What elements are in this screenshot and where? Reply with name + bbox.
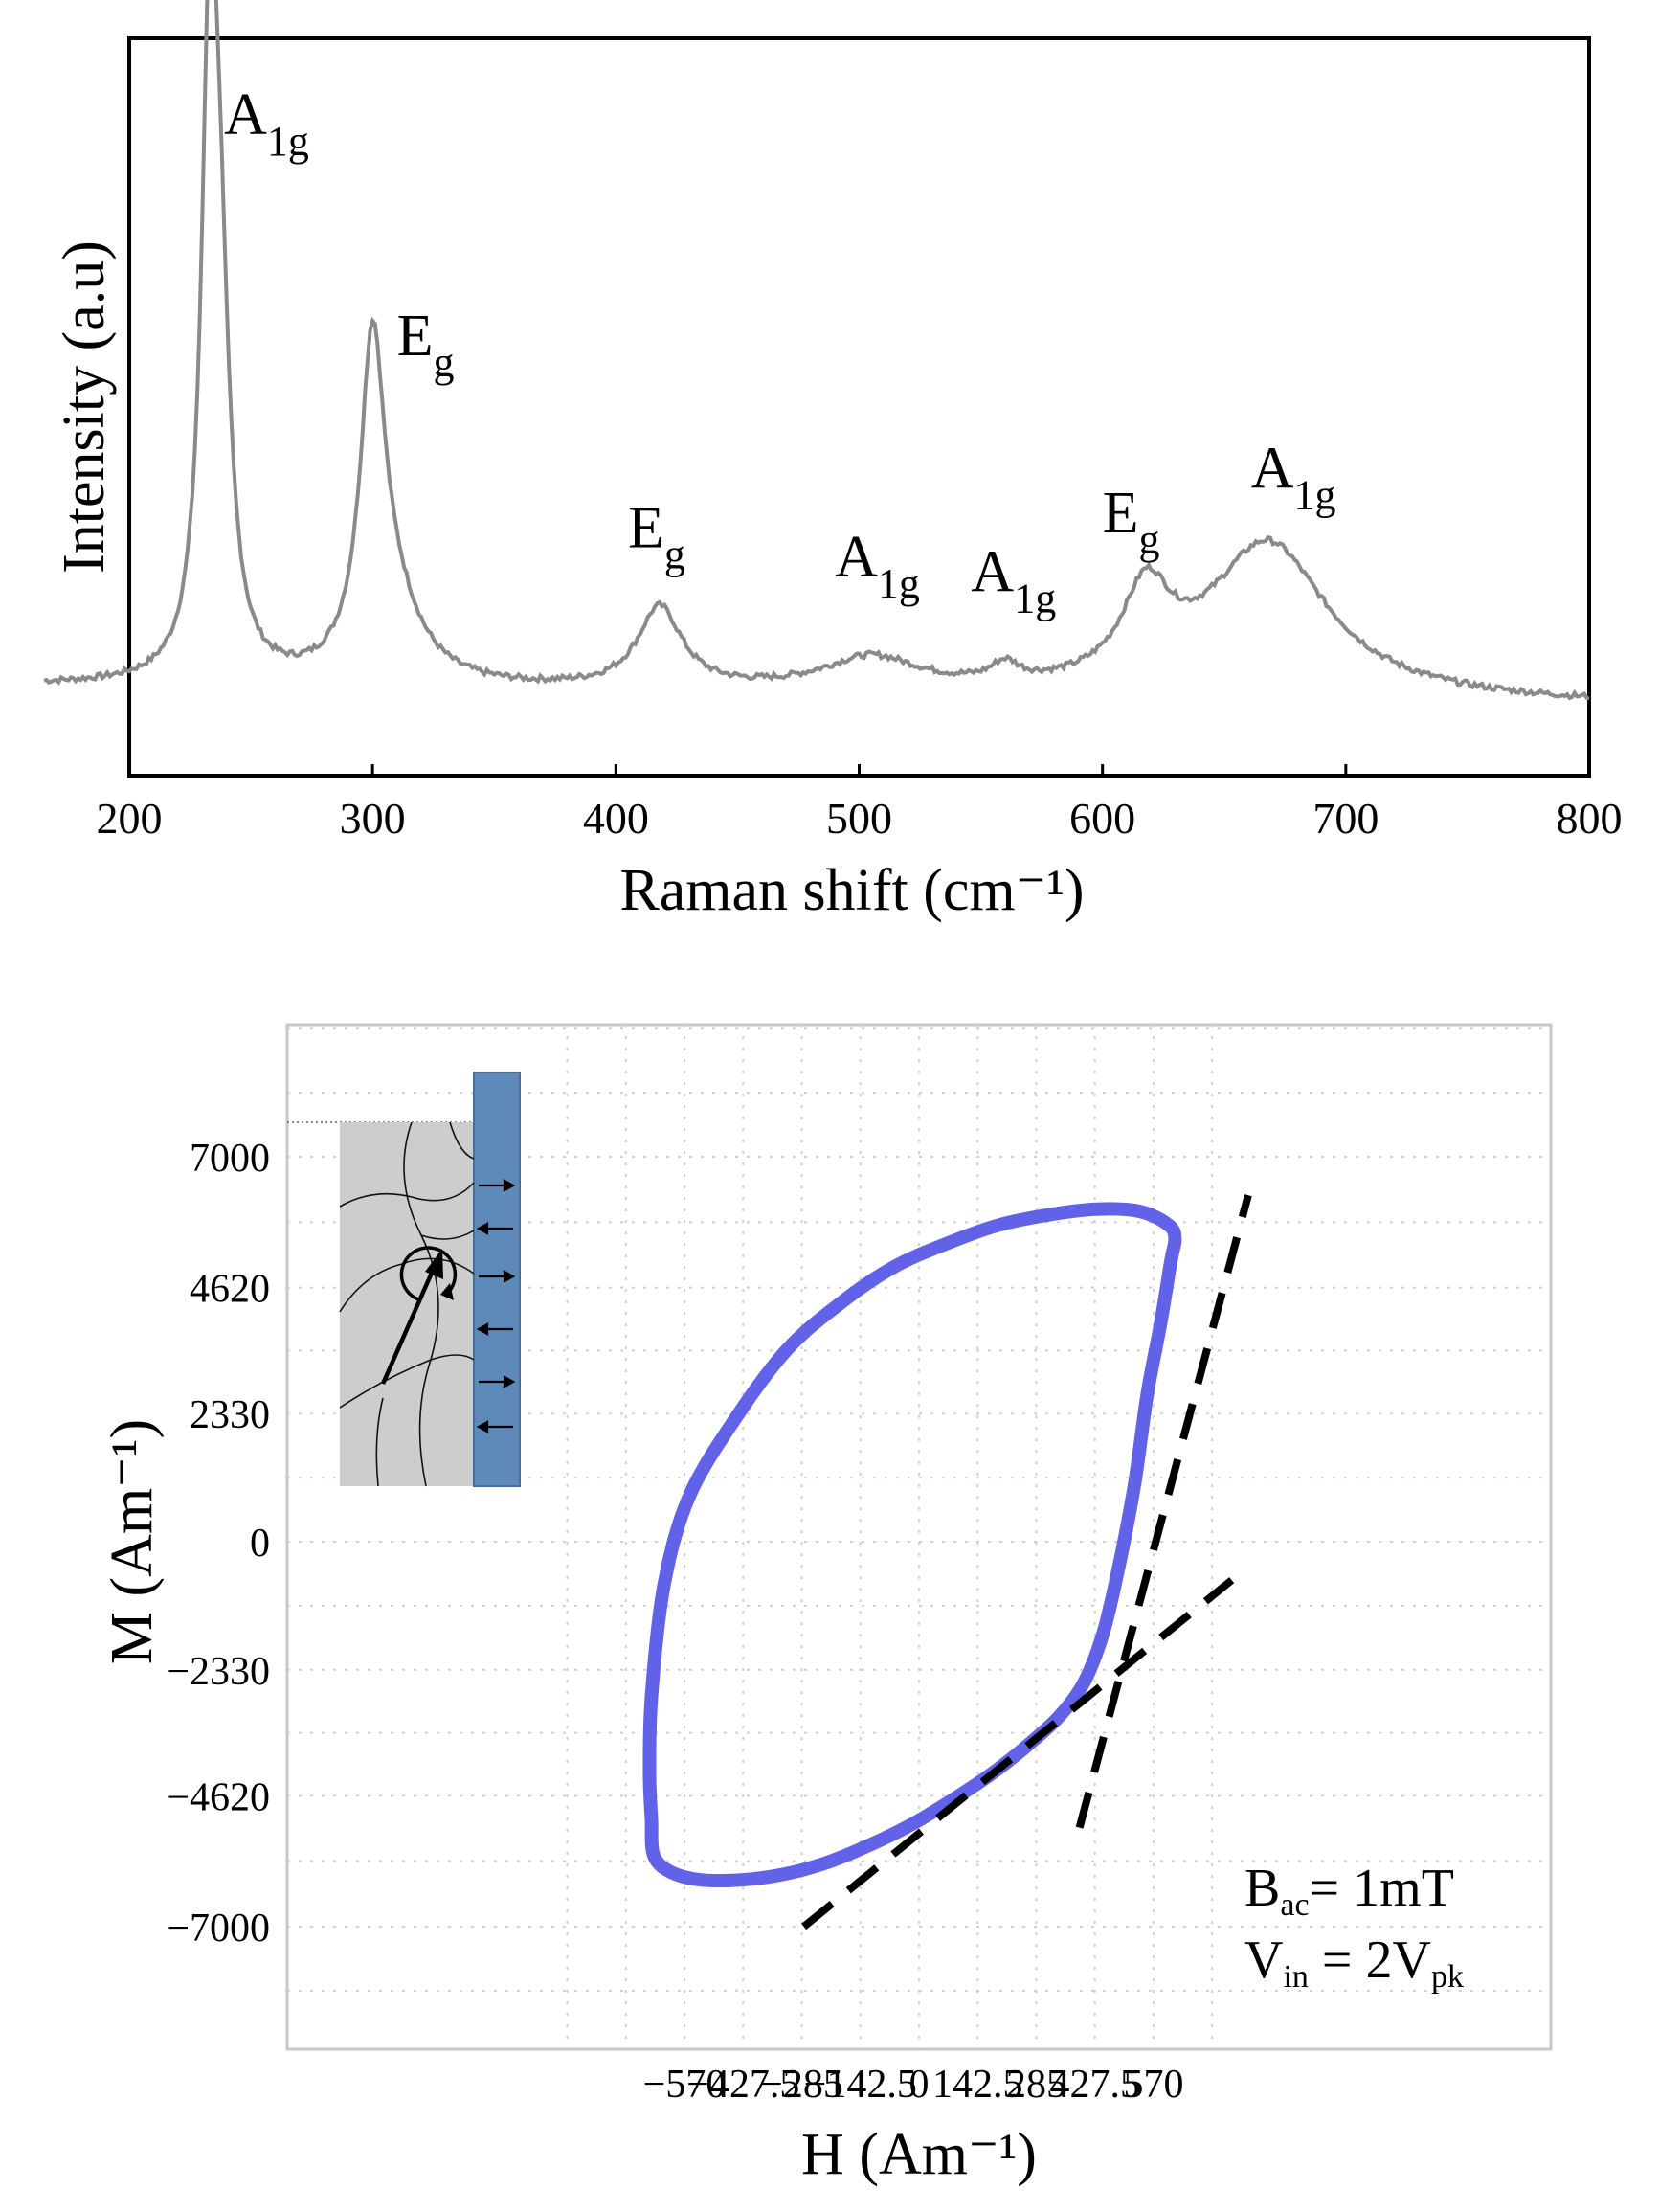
raman-peak-label: Eg	[397, 304, 455, 386]
hysteresis-loop-line	[642, 1202, 1182, 1888]
hysteresis-x-tick-label: 142.5	[932, 2063, 1023, 2107]
hysteresis-y-tick-label: −7000	[167, 1907, 270, 1951]
hysteresis-y-tick-label: 4620	[190, 1268, 270, 1312]
tangent-dashed-line	[801, 1577, 1235, 1930]
hysteresis-y-tick-label: −4620	[167, 1775, 270, 1819]
raman-peak-label: Eg	[1103, 481, 1160, 563]
raman-peak-label: A1g	[971, 540, 1056, 622]
hysteresis-x-tick-label: 285	[1006, 2063, 1066, 2107]
hysteresis-x-tick-label: −427.5	[686, 2063, 799, 2107]
raman-peak-label: A1g	[224, 82, 309, 165]
legend-vin: Vin = 2Vpk	[1244, 1930, 1464, 1995]
hysteresis-y-tick-label: 0	[250, 1522, 270, 1566]
raman-peak-label: Eg	[628, 495, 685, 577]
legend: Bac= 1mT Vin = 2Vpk	[1244, 1859, 1464, 1995]
hysteresis-grid	[287, 1025, 1551, 2049]
tangent-dashed-line	[1075, 1194, 1252, 1829]
raman-x-tick-label: 400	[583, 794, 649, 843]
hysteresis-y-tick-label: 2330	[190, 1393, 270, 1437]
hysteresis-tangent-lines	[801, 1194, 1252, 1930]
raman-x-tick-label: 200	[97, 794, 163, 843]
inset-magnetization-arrow	[380, 1246, 458, 1385]
hysteresis-x-axis-title: H (Am⁻¹)	[801, 2122, 1037, 2187]
hysteresis-x-tick-label: −285	[760, 2063, 843, 2107]
raman-y-axis-title: Intensity (a.u)	[52, 240, 117, 574]
raman-peak-label: A1g	[1251, 437, 1336, 519]
hysteresis-x-tick-label: 0	[909, 2063, 930, 2107]
hysteresis-x-tick-label: −570	[643, 2063, 727, 2107]
raman-x-axis-title: Raman shift (cm⁻¹)	[619, 858, 1084, 923]
raman-x-tick-label: 500	[826, 794, 892, 843]
raman-spectrum-line	[43, 0, 1590, 701]
raman-x-tick-label: 800	[1557, 794, 1623, 843]
inset-field-arrows	[476, 1179, 516, 1433]
raman-x-tick-label: 600	[1069, 794, 1135, 843]
inset-grain-region	[340, 1122, 474, 1486]
hysteresis-chart: 7000 4620 2330 0 −2330 −4620 −7000 −570−427.5−…	[100, 1023, 1553, 2187]
raman-x-axis: 200 300 400 500 600 700 800	[97, 764, 1623, 843]
hysteresis-y-tick-label: 7000	[190, 1137, 270, 1181]
hysteresis-y-axis: 7000 4620 2330 0 −2330 −4620 −7000	[167, 1137, 270, 1951]
hysteresis-y-axis-title: M (Am⁻¹)	[100, 1419, 165, 1664]
raman-x-tick-label: 700	[1312, 794, 1379, 843]
domain-inset	[287, 1072, 521, 1487]
hysteresis-x-tick-label: −142.5	[804, 2063, 917, 2107]
raman-plot-frame	[127, 36, 1591, 778]
raman-peak-label: A1g	[835, 525, 920, 607]
hysteresis-x-tick-label: 427.5	[1050, 2063, 1141, 2107]
hysteresis-y-tick-label: −2330	[167, 1650, 270, 1694]
raman-peak-labels: A1g Eg Eg A1g A1g Eg A1g	[224, 82, 1335, 621]
inset-domain-wall	[473, 1072, 521, 1487]
hysteresis-x-tick-label: 570	[1124, 2063, 1184, 2107]
legend-bac: Bac= 1mT	[1244, 1859, 1454, 1923]
raman-x-tick-label: 300	[340, 794, 406, 843]
